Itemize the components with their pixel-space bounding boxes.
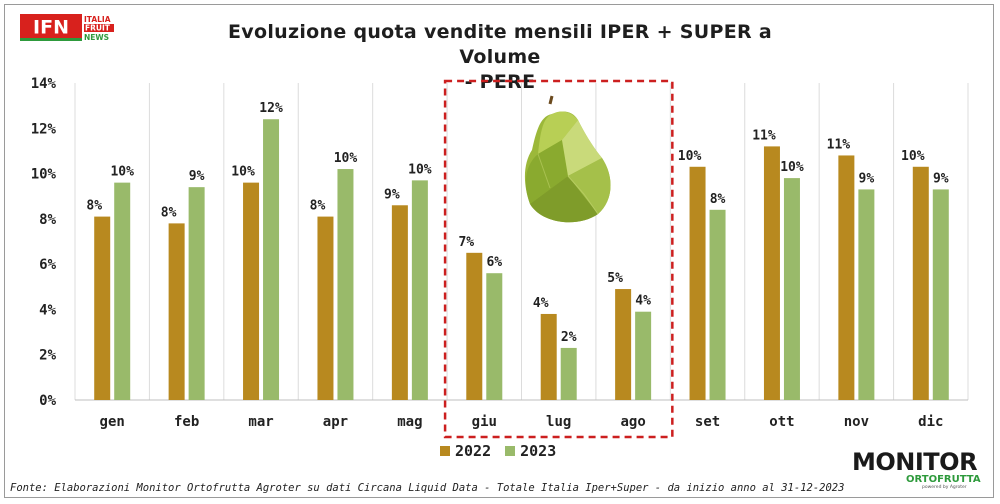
pear-icon bbox=[524, 95, 611, 223]
data-label-2022-set: 10% bbox=[678, 149, 702, 164]
data-label-2023-apr: 10% bbox=[334, 151, 358, 166]
bar-2022-ott bbox=[763, 146, 780, 400]
chart-grid bbox=[74, 83, 969, 400]
x-tick-label: gen bbox=[100, 414, 125, 430]
chart-legend: 2022 2023 bbox=[440, 441, 556, 461]
source-note: Fonte: Elaborazioni Monitor Ortofrutta A… bbox=[10, 482, 845, 494]
bar-2023-apr bbox=[337, 169, 354, 400]
data-label-2022-lug: 4% bbox=[533, 296, 549, 311]
bar-2023-gen bbox=[114, 182, 131, 400]
data-label-2022-nov: 11% bbox=[827, 137, 851, 152]
ifn-logo: IFN ITALIA FRUIT NEWS bbox=[20, 14, 120, 44]
chart-axes: 0% 2% 4% 6% 8% 10% 12% 14% gen feb mar apr mag giu lug… bbox=[31, 76, 968, 430]
bar-2022-dic bbox=[912, 166, 929, 400]
bar-2023-nov bbox=[858, 189, 875, 400]
x-tick-label: set bbox=[695, 414, 720, 430]
data-label-2022-mag: 9% bbox=[384, 187, 400, 202]
data-label-2022-giu: 7% bbox=[458, 235, 474, 250]
y-tick-label: 4% bbox=[39, 302, 56, 318]
bar-2022-ago bbox=[615, 289, 632, 400]
x-tick-label: ott bbox=[769, 414, 794, 430]
bar-2022-giu bbox=[466, 252, 483, 400]
y-tick-label: 2% bbox=[39, 348, 56, 364]
bar-2023-feb bbox=[188, 187, 205, 400]
chart-title: Evoluzione quota vendite mensili IPER + … bbox=[190, 20, 810, 95]
bar-2023-mag bbox=[411, 180, 428, 400]
data-label-2022-gen: 8% bbox=[86, 199, 102, 214]
bar-2022-apr bbox=[317, 216, 334, 400]
data-label-2023-gen: 10% bbox=[110, 165, 134, 180]
svg-text:IFN: IFN bbox=[33, 17, 69, 39]
x-tick-label: giu bbox=[472, 414, 497, 430]
data-label-2022-apr: 8% bbox=[310, 199, 326, 214]
logo-brand-sub: ORTOFRUTTA bbox=[906, 474, 981, 485]
y-tick-label: 6% bbox=[39, 257, 56, 273]
legend-item-2023: 2023 bbox=[505, 442, 556, 460]
legend-label-2023: 2023 bbox=[520, 442, 557, 460]
data-label-2022-dic: 10% bbox=[901, 149, 925, 164]
data-label-2022-ott: 11% bbox=[752, 128, 776, 143]
y-tick-label: 8% bbox=[39, 212, 56, 228]
data-label-2023-ott: 10% bbox=[780, 160, 804, 175]
data-label-2022-feb: 8% bbox=[161, 205, 177, 220]
data-label-2022-mar: 10% bbox=[231, 165, 255, 180]
data-label-2022-ago: 5% bbox=[607, 271, 623, 286]
y-tick-label: 12% bbox=[31, 121, 57, 137]
x-tick-label: dic bbox=[918, 414, 943, 430]
bar-2022-gen bbox=[94, 216, 111, 400]
svg-text:FRUIT: FRUIT bbox=[85, 24, 111, 33]
x-tick-label: mag bbox=[397, 414, 422, 430]
bar-2022-mar bbox=[243, 182, 260, 400]
bar-2023-dic bbox=[932, 189, 949, 400]
data-label-2023-nov: 9% bbox=[859, 171, 875, 186]
y-tick-label: 14% bbox=[31, 76, 57, 92]
data-label-2023-lug: 2% bbox=[561, 330, 577, 345]
monitor-ortofrutta-logo: MONITOR ORTOFRUTTA powered by Agroter bbox=[852, 448, 987, 490]
legend-label-2022: 2022 bbox=[455, 442, 492, 460]
logo-brand-main: MONITOR bbox=[852, 448, 978, 476]
highlight-dashed-box bbox=[443, 79, 674, 439]
svg-text:ITALIA: ITALIA bbox=[84, 15, 111, 24]
data-label-2023-ago: 4% bbox=[635, 294, 651, 309]
data-label-2023-mag: 10% bbox=[408, 162, 432, 177]
chart-data-labels: 8% 8% 10% 8% 9% 7% 4% 5% 10% 11% 11% 10% 10% 9% 12% 10%… bbox=[86, 101, 948, 345]
data-label-2023-feb: 9% bbox=[189, 169, 205, 184]
legend-swatch-2022 bbox=[440, 446, 450, 456]
data-label-2023-giu: 6% bbox=[486, 255, 502, 270]
x-tick-label: lug bbox=[546, 414, 571, 430]
bar-2022-set bbox=[689, 166, 706, 400]
bar-2022-feb bbox=[168, 223, 185, 400]
x-tick-label: apr bbox=[323, 414, 348, 430]
bar-2022-nov bbox=[838, 155, 855, 400]
x-tick-label: feb bbox=[174, 414, 199, 430]
bar-2023-ago bbox=[635, 311, 652, 400]
bar-2023-ott bbox=[783, 178, 800, 400]
y-tick-label: 10% bbox=[31, 167, 57, 183]
chart-title-line1: Evoluzione quota vendite mensili IPER + … bbox=[228, 21, 772, 68]
data-label-2023-dic: 9% bbox=[933, 171, 949, 186]
svg-text:NEWS: NEWS bbox=[84, 33, 109, 42]
y-tick-label: 0% bbox=[39, 393, 56, 409]
legend-item-2022: 2022 bbox=[440, 442, 491, 460]
highlight-box bbox=[443, 79, 674, 439]
logo-brand-powered: powered by Agroter bbox=[922, 485, 967, 490]
bar-2022-mag bbox=[391, 205, 408, 400]
bar-2022-lug bbox=[540, 313, 557, 400]
legend-swatch-2023 bbox=[505, 446, 516, 456]
chart-bars bbox=[94, 119, 949, 400]
bar-2023-mar bbox=[263, 119, 280, 400]
x-tick-label: nov bbox=[844, 414, 869, 430]
x-tick-label: ago bbox=[620, 414, 645, 430]
bar-2023-lug bbox=[560, 347, 577, 400]
bar-2023-giu bbox=[486, 273, 503, 400]
data-label-2023-mar: 12% bbox=[259, 101, 283, 116]
x-tick-label: mar bbox=[248, 414, 273, 430]
data-label-2023-set: 8% bbox=[710, 192, 726, 207]
bar-2023-set bbox=[709, 209, 726, 400]
